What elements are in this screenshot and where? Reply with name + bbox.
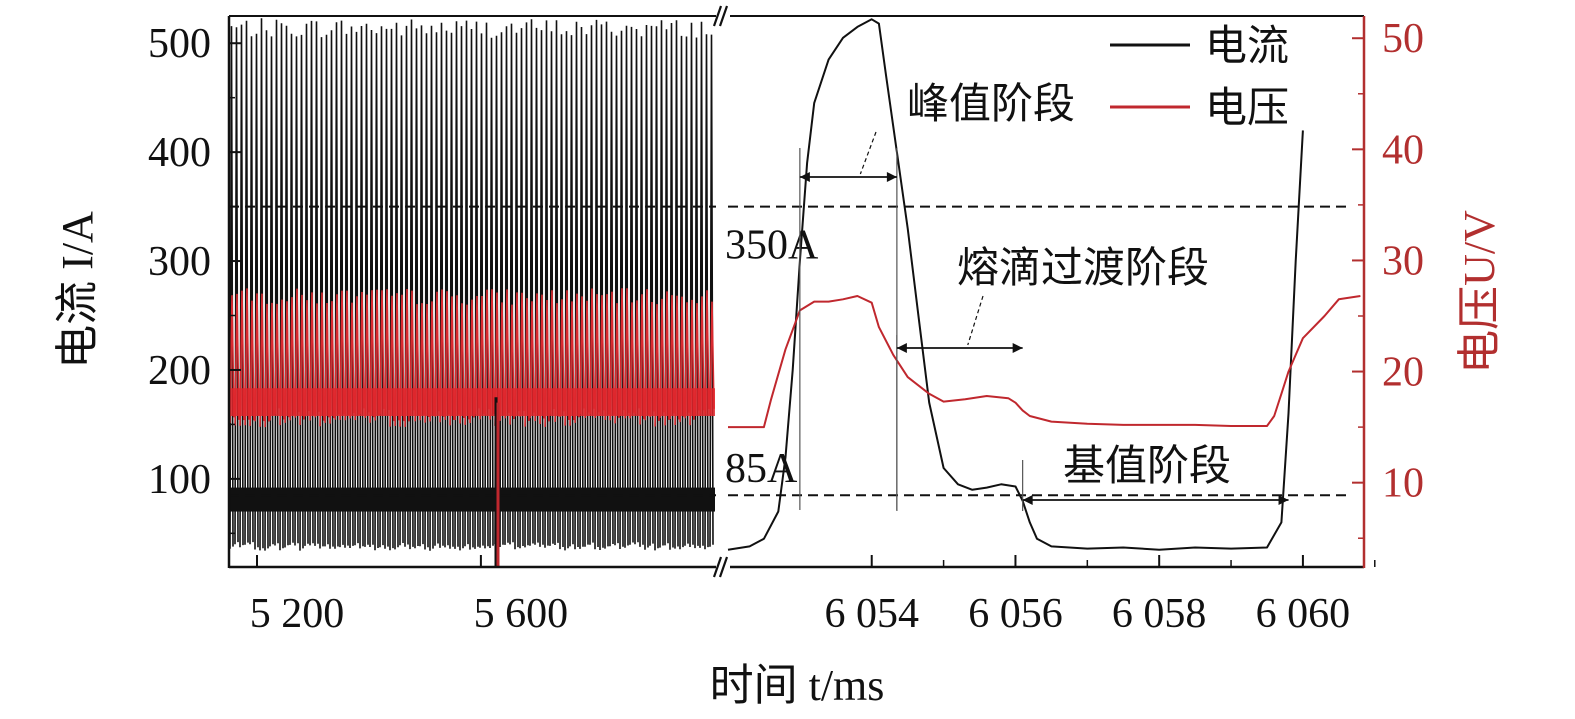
x-tick-label: 6 058 <box>1112 591 1207 637</box>
phase-arrow-left <box>799 172 810 182</box>
y-left-tick-label: 500 <box>148 21 211 67</box>
y-left-tick-label: 200 <box>148 348 211 394</box>
y-left-tick-label: 400 <box>148 130 211 176</box>
voltage-series-left <box>229 288 715 428</box>
voltage-dense-band <box>230 388 715 416</box>
phase-label: 峰值阶段 <box>907 79 1075 128</box>
x-axis-title: 时间 t/ms <box>710 661 885 710</box>
axis-break-mark <box>712 5 729 27</box>
series-line-0 <box>727 18 1304 551</box>
y-left-axis-title: 电流 I/A <box>53 211 102 369</box>
y-right-axis-title: 电压U/V <box>1455 210 1504 374</box>
legend-label: 电流 <box>1205 21 1289 70</box>
x-tick-label: 5 200 <box>250 591 345 637</box>
axis-break-mark <box>712 556 729 578</box>
phase-arrow-right <box>1012 343 1023 353</box>
base-current-band <box>230 487 715 512</box>
y-right-tick-label: 50 <box>1382 16 1424 62</box>
phase-label: 基值阶段 <box>1063 441 1231 490</box>
y-left-tick-label: 100 <box>148 457 211 503</box>
right-panel <box>727 18 1361 551</box>
phase-arrow-right <box>1278 495 1289 505</box>
phase-pointer <box>967 295 984 346</box>
axes <box>227 5 1376 578</box>
x-tick-label: 5 600 <box>474 591 569 637</box>
phase-arrow-left <box>1022 495 1033 505</box>
series-line-1 <box>728 295 1361 429</box>
x-tick-label: 6 054 <box>824 591 919 637</box>
x-tick-label: 6 056 <box>968 591 1063 637</box>
y-left-tick-label: 300 <box>148 239 211 285</box>
reference-label: 85A <box>725 446 798 492</box>
phase-label: 熔滴过渡阶段 <box>957 243 1209 292</box>
phase-arrow-left <box>896 343 907 353</box>
reference-label: 350A <box>725 223 819 269</box>
phase-pointer <box>859 131 877 175</box>
phase-arrow-right <box>886 172 897 182</box>
legend-label: 电压 <box>1205 83 1289 132</box>
y-right-tick-label: 10 <box>1382 461 1424 507</box>
left-panel <box>229 18 715 566</box>
y-right-tick-label: 40 <box>1382 127 1424 173</box>
current-series-left <box>229 18 714 551</box>
x-tick-label: 6 060 <box>1256 591 1351 637</box>
y-right-tick-label: 20 <box>1382 350 1424 396</box>
y-right-tick-label: 30 <box>1382 238 1424 284</box>
